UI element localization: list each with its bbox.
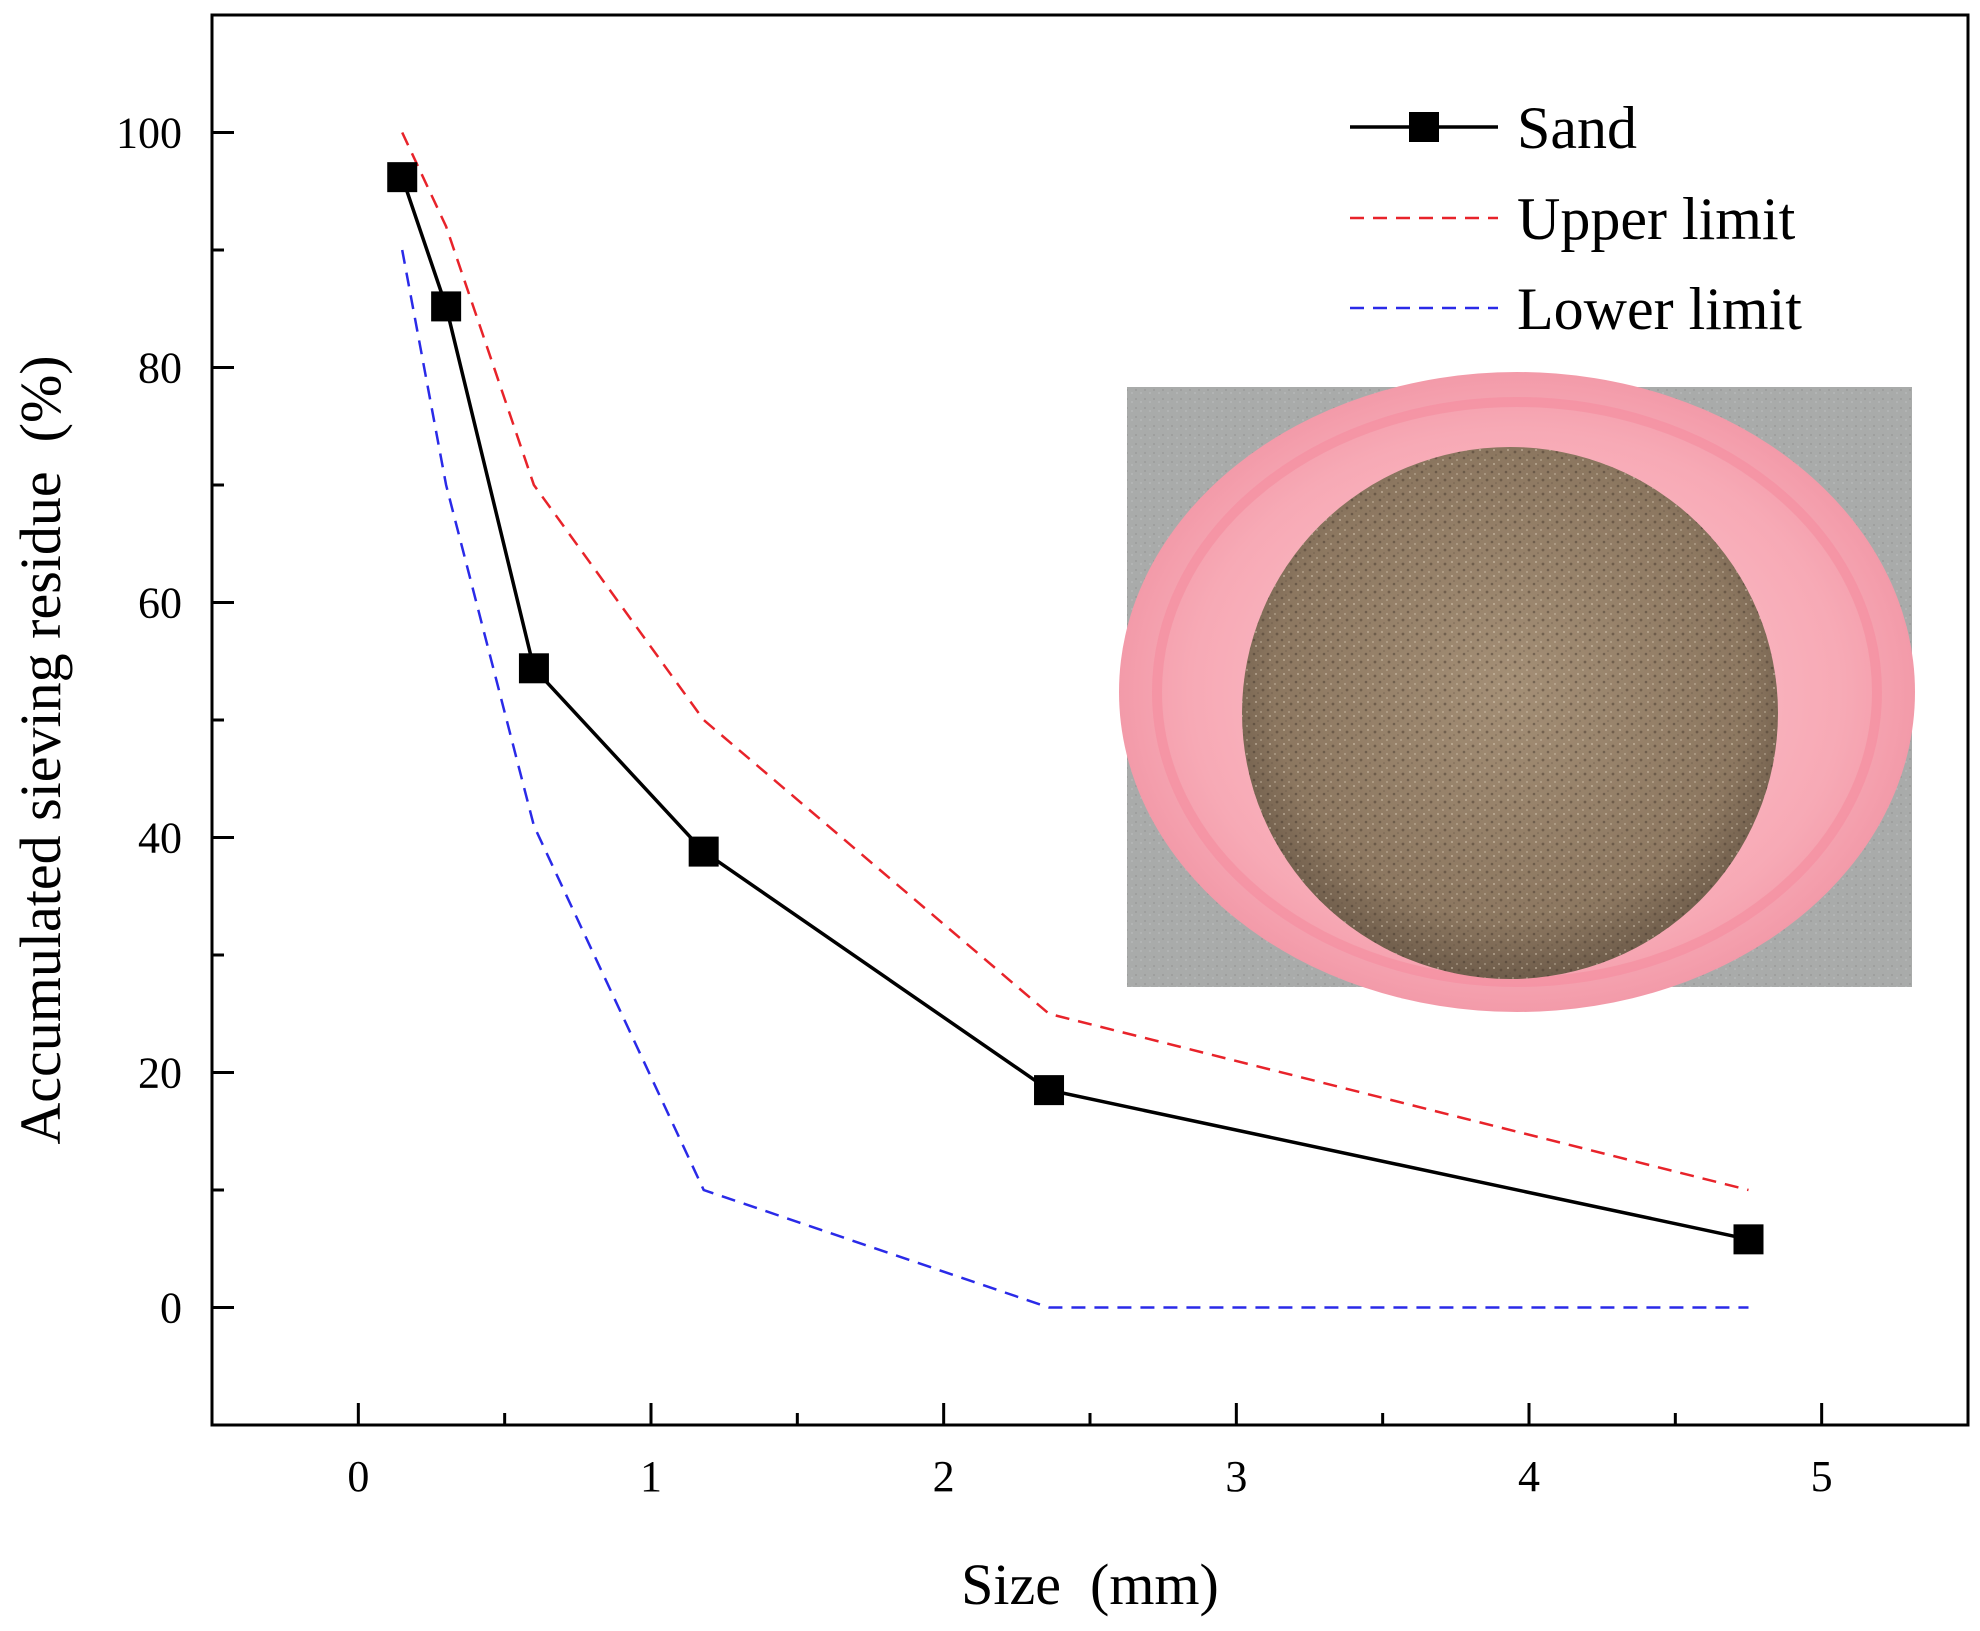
legend-label-1: Upper limit bbox=[1517, 186, 1796, 252]
y-tick-label-1: 20 bbox=[138, 1049, 182, 1098]
y-tick-label-3: 60 bbox=[138, 579, 182, 628]
sand-point-2 bbox=[518, 653, 549, 684]
x-tick-label-4: 4 bbox=[1518, 1452, 1540, 1501]
plot-frame bbox=[210, 13, 1970, 1427]
sand-point-1 bbox=[431, 291, 462, 322]
y-tick-label-0: 0 bbox=[160, 1284, 182, 1333]
legend-marker-0 bbox=[1409, 112, 1439, 142]
x-axis-title: Size (mm) bbox=[961, 1552, 1219, 1617]
y-tick-label-4: 80 bbox=[138, 344, 182, 393]
sand-point-0 bbox=[387, 162, 418, 193]
y-axis-title: Accumulated sieving residue (%) bbox=[8, 355, 73, 1144]
y-tick-label-2: 40 bbox=[138, 814, 182, 863]
legend-label-2: Lower limit bbox=[1517, 276, 1802, 342]
series-line-lower-limit bbox=[400, 249, 1749, 1309]
x-tick-label-5: 5 bbox=[1811, 1452, 1833, 1501]
x-tick-label-0: 0 bbox=[347, 1452, 369, 1501]
sand-point-4 bbox=[1034, 1075, 1065, 1106]
y-tick-label-5: 100 bbox=[116, 109, 182, 158]
x-tick-label-3: 3 bbox=[1225, 1452, 1247, 1501]
x-tick-label-2: 2 bbox=[933, 1452, 955, 1501]
sand-point-3 bbox=[688, 836, 719, 867]
legend-label-0: Sand bbox=[1517, 95, 1637, 161]
sand-bowl-photo bbox=[1119, 372, 1915, 1012]
x-tick-label-1: 1 bbox=[640, 1452, 662, 1501]
sand-point-5 bbox=[1733, 1224, 1764, 1255]
series-line-sand bbox=[400, 176, 1749, 1242]
